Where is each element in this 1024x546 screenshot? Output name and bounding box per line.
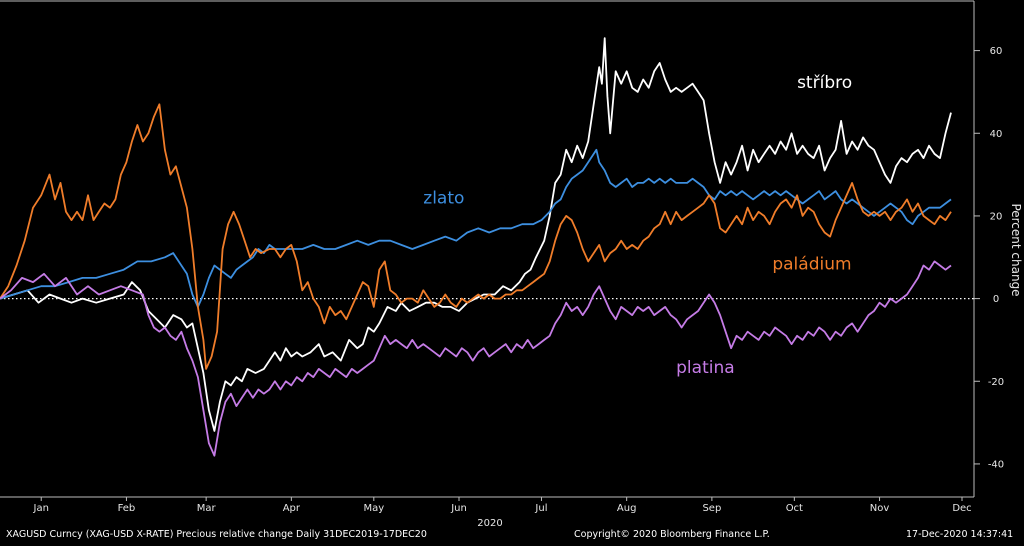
y-tick-label: 40: [990, 129, 1003, 140]
x-axis-ticks: Jan Feb Mar Apr May Jun Jul Aug Sep Oct Nov Dec: [33, 497, 972, 514]
series-label-stříbro: stříbro: [797, 73, 852, 93]
series-line-platina: [0, 260, 952, 457]
x-tick-label-oct: Oct: [786, 503, 803, 514]
x-tick-label-jul: Jul: [534, 503, 547, 514]
x-tick-label-jun: Jun: [450, 503, 467, 514]
x-tick-label-sep: Sep: [702, 503, 721, 514]
x-tick-label-aug: Aug: [617, 503, 637, 514]
y-tick-label: 20: [990, 211, 1003, 222]
series-label-platina: platina: [676, 358, 735, 378]
series-labels: stříbro zlato paládium platina: [423, 73, 852, 378]
year-label: 2020: [477, 518, 502, 529]
series-line-stříbro: [0, 37, 952, 432]
series-line-zlato: [0, 148, 952, 308]
y-tick-label: -20: [988, 377, 1004, 388]
x-tick-label-nov: Nov: [870, 503, 890, 514]
footer-security-description: XAGUSD Curncy (XAG-USD X-RATE) Precious …: [6, 529, 427, 540]
y-axis-title: Percent change: [1009, 203, 1023, 296]
series-line-paládium: [0, 103, 952, 370]
y-tick-label: 60: [990, 46, 1003, 57]
x-tick-label-jan: Jan: [33, 503, 49, 514]
x-tick-label-dec: Dec: [952, 503, 971, 514]
x-tick-label-mar: Mar: [197, 503, 217, 514]
y-tick-label: 0: [993, 294, 999, 305]
y-tick-label: -40: [988, 459, 1004, 470]
series-lines: [0, 37, 952, 457]
series-label-paládium: paládium: [772, 255, 851, 275]
footer-copyright: Copyright© 2020 Bloomberg Finance L.P.: [574, 529, 770, 540]
x-tick-label-may: May: [363, 503, 384, 514]
x-tick-label-apr: Apr: [283, 503, 301, 514]
footer-timestamp: 17-Dec-2020 14:37:41: [906, 529, 1014, 540]
y-axis-ticks: -40 -20 0 20 40 60: [974, 46, 1004, 470]
x-tick-label-feb: Feb: [118, 503, 136, 514]
series-label-zlato: zlato: [423, 189, 464, 209]
